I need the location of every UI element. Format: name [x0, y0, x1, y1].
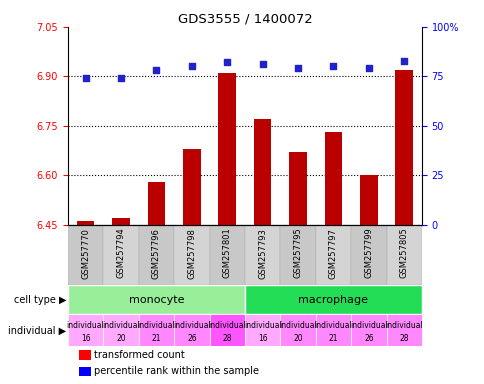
Text: GSM257798: GSM257798	[187, 228, 196, 279]
Bar	[315, 225, 350, 285]
Text: individual: individual	[243, 321, 281, 330]
Bar	[112, 218, 130, 225]
Bar	[394, 70, 412, 225]
Text: 28: 28	[399, 334, 408, 343]
Text: GSM257805: GSM257805	[399, 228, 408, 278]
Text: individual: individual	[137, 321, 175, 330]
Bar	[386, 225, 421, 285]
Bar	[288, 152, 306, 225]
Text: individual: individual	[279, 321, 316, 330]
Text: individual: individual	[349, 321, 387, 330]
Bar	[218, 73, 236, 225]
Text: GSM257801: GSM257801	[222, 228, 231, 278]
Bar	[78, 351, 91, 360]
Text: 20: 20	[116, 334, 125, 343]
Text: GSM257795: GSM257795	[293, 228, 302, 278]
Text: cell type ▶: cell type ▶	[14, 295, 66, 305]
Bar	[244, 314, 280, 346]
Point	[329, 63, 336, 70]
Bar	[68, 225, 103, 285]
Text: 26: 26	[363, 334, 373, 343]
Text: percentile rank within the sample: percentile rank within the sample	[94, 366, 259, 376]
Title: GDS3555 / 1400072: GDS3555 / 1400072	[177, 13, 312, 26]
Bar	[315, 314, 350, 346]
Text: 16: 16	[81, 334, 90, 343]
Point	[293, 65, 301, 71]
Bar	[359, 175, 377, 225]
Bar	[324, 132, 342, 225]
Text: 26: 26	[187, 334, 196, 343]
Bar	[280, 225, 315, 285]
Bar	[209, 225, 244, 285]
Bar	[68, 285, 244, 314]
Bar	[350, 314, 386, 346]
Text: monocyte: monocyte	[128, 295, 184, 305]
Text: 16: 16	[257, 334, 267, 343]
Bar	[209, 314, 244, 346]
Text: individual: individual	[173, 321, 210, 330]
Bar	[103, 225, 138, 285]
Text: GSM257793: GSM257793	[257, 228, 267, 279]
Bar	[386, 314, 421, 346]
Text: individual: individual	[102, 321, 139, 330]
Bar	[174, 314, 209, 346]
Bar	[244, 225, 280, 285]
Text: GSM257797: GSM257797	[328, 228, 337, 279]
Text: macrophage: macrophage	[298, 295, 368, 305]
Bar	[68, 314, 103, 346]
Point	[223, 60, 230, 66]
Bar	[147, 182, 165, 225]
Bar	[103, 314, 138, 346]
Text: GSM257799: GSM257799	[363, 228, 373, 278]
Text: individual: individual	[385, 321, 422, 330]
Bar	[253, 119, 271, 225]
Point	[187, 63, 195, 70]
Text: 21: 21	[151, 334, 161, 343]
Point	[152, 67, 160, 73]
Point	[258, 61, 266, 68]
Bar	[280, 314, 315, 346]
Text: individual: individual	[208, 321, 245, 330]
Point	[364, 65, 372, 71]
Text: individual: individual	[67, 321, 104, 330]
Text: GSM257770: GSM257770	[81, 228, 90, 279]
Text: 20: 20	[293, 334, 302, 343]
Point	[81, 75, 89, 81]
Bar	[138, 314, 174, 346]
Text: transformed count: transformed count	[94, 350, 185, 360]
Bar	[174, 225, 209, 285]
Text: 21: 21	[328, 334, 337, 343]
Bar	[76, 222, 94, 225]
Bar	[244, 285, 421, 314]
Point	[117, 75, 125, 81]
Bar	[182, 149, 200, 225]
Text: GSM257796: GSM257796	[151, 228, 161, 279]
Bar	[138, 225, 174, 285]
Bar	[350, 225, 386, 285]
Text: 28: 28	[222, 334, 231, 343]
Bar	[78, 367, 91, 376]
Point	[399, 58, 407, 64]
Text: individual: individual	[314, 321, 351, 330]
Text: GSM257794: GSM257794	[116, 228, 125, 278]
Text: individual ▶: individual ▶	[8, 325, 66, 335]
